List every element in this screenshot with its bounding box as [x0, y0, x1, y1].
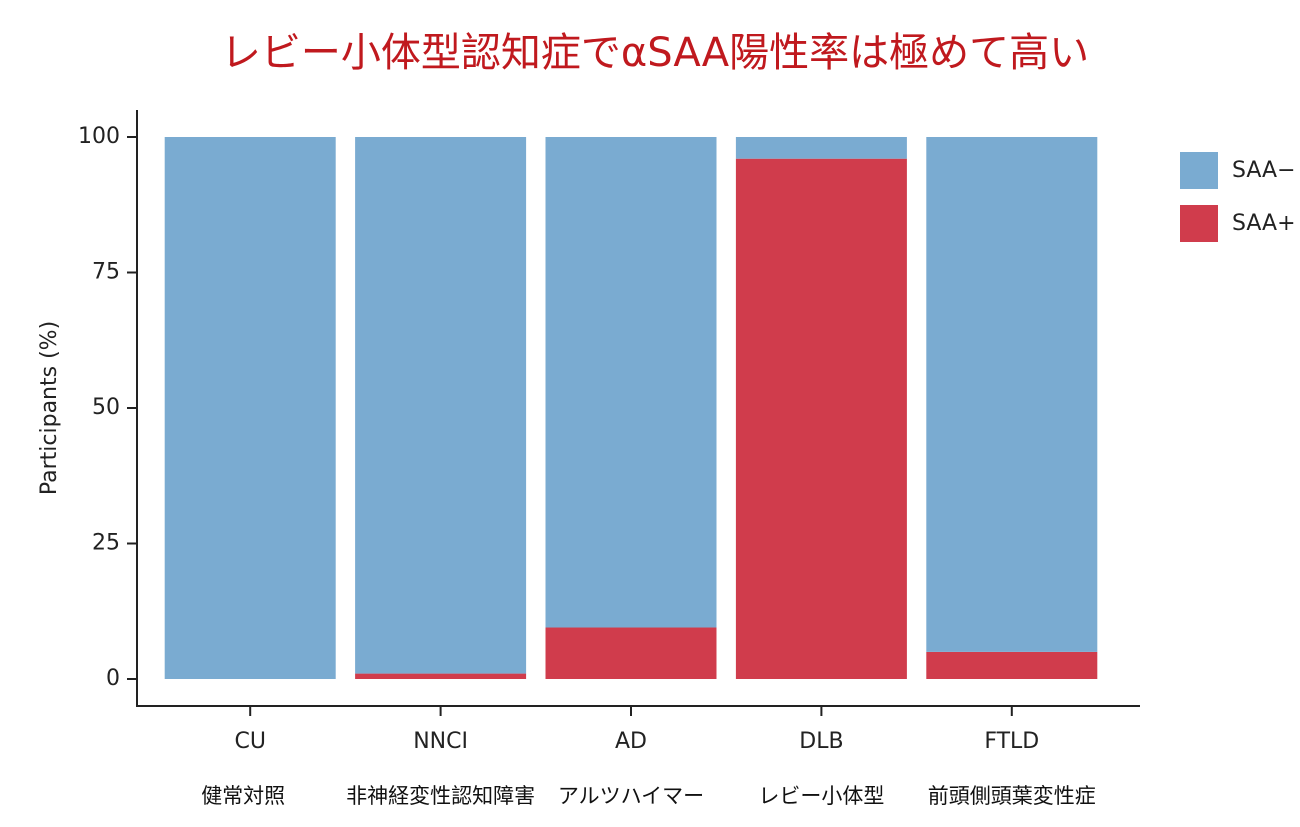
category-note: レビー小体型: [758, 784, 884, 808]
legend-label: SAA−: [1232, 158, 1296, 183]
bar-segment: [545, 627, 717, 679]
chart-title: レビー小体型認知症でαSAA陽性率は極めて高い: [221, 30, 1089, 76]
y-tick-label: 100: [78, 124, 120, 149]
x-tick-label: DLB: [799, 729, 843, 754]
category-note: 前頭側頭葉変性症: [928, 784, 1096, 808]
x-tick-label: AD: [615, 729, 647, 754]
x-tick-label: FTLD: [984, 729, 1039, 754]
bar-segment: [735, 158, 907, 679]
y-tick-label: 50: [92, 395, 120, 420]
bar-segment: [164, 137, 336, 679]
bar-segment: [926, 137, 1098, 652]
bar-segment: [545, 137, 717, 628]
y-tick-label: 25: [92, 531, 120, 556]
legend-label: SAA+: [1232, 211, 1296, 236]
legend-swatch: [1180, 205, 1218, 242]
y-tick-label: 0: [106, 666, 120, 691]
x-tick-label: CU: [234, 729, 265, 754]
bar-segment: [926, 651, 1098, 679]
category-note: 健常対照: [201, 784, 285, 808]
category-note: 非神経変性認知障害: [346, 784, 535, 808]
category-note: アルツハイマー: [558, 784, 704, 808]
bar-segment: [355, 673, 527, 679]
bar-segment: [355, 137, 527, 674]
legend-swatch: [1180, 152, 1218, 189]
y-axis-label: Participants (%): [37, 321, 62, 495]
bar-segment: [735, 137, 907, 159]
y-tick-label: 75: [92, 260, 120, 285]
x-tick-label: NNCI: [413, 729, 468, 754]
